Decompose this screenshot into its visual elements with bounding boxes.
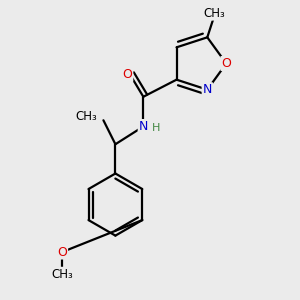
Text: CH₃: CH₃ — [51, 268, 73, 281]
Text: O: O — [122, 68, 132, 81]
Text: O: O — [221, 57, 231, 70]
Text: N: N — [139, 120, 148, 133]
Text: O: O — [57, 245, 67, 259]
Text: CH₃: CH₃ — [75, 110, 97, 123]
Text: H: H — [152, 123, 160, 133]
Text: N: N — [202, 83, 212, 96]
Text: CH₃: CH₃ — [204, 7, 225, 20]
